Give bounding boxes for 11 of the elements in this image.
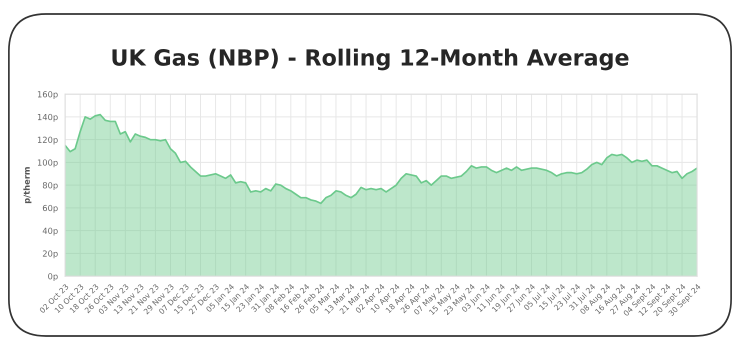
y-tick-label: 20p <box>42 250 58 258</box>
y-tick-label: 100p <box>38 159 58 168</box>
y-tick-label: 80p <box>42 182 58 190</box>
y-tick-label: 60p <box>42 204 58 213</box>
chart-title: UK Gas (NBP) - Rolling 12-Month Average <box>112 48 628 70</box>
y-axis-title: p/therm <box>23 167 32 204</box>
y-tick-label: 160p <box>38 91 58 100</box>
y-tick-label: 140p <box>38 114 58 122</box>
y-tick-label: 120p <box>38 136 58 145</box>
y-tick-label: 40p <box>42 228 58 236</box>
y-tick-label: 0p <box>48 273 58 282</box>
